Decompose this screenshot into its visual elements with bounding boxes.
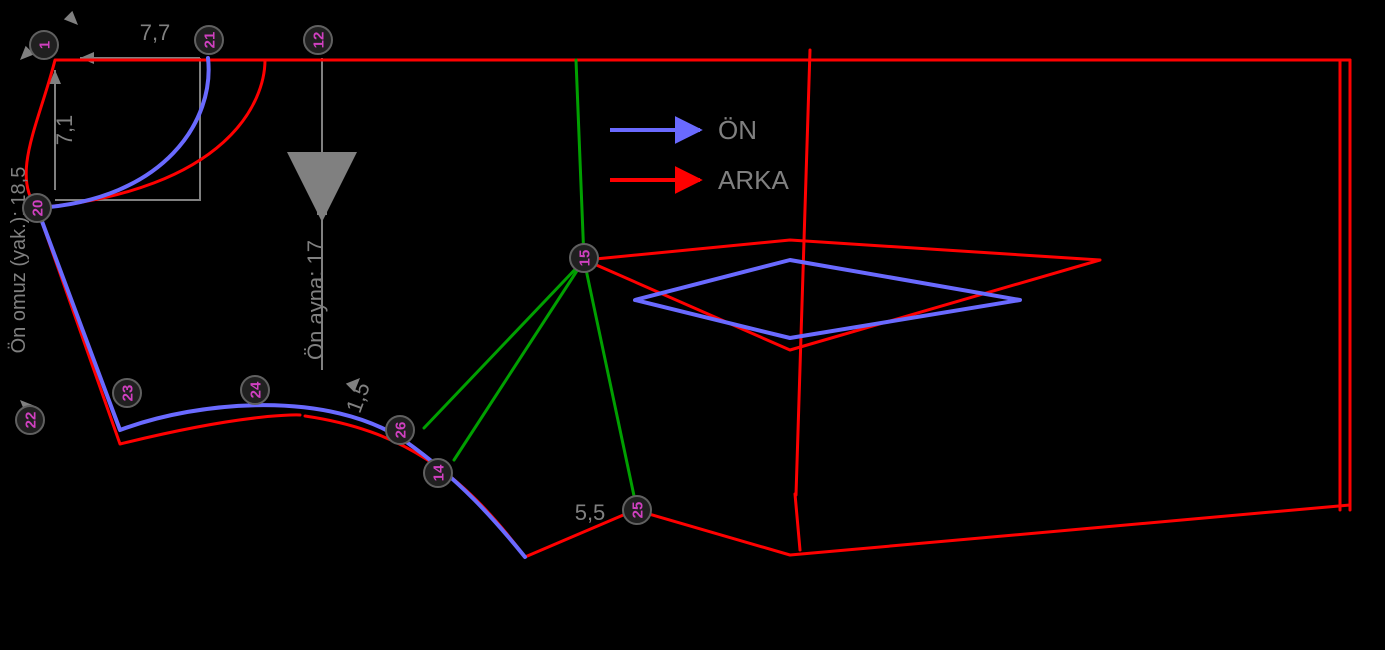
node-label: 15 (576, 250, 593, 267)
legend: ÖN ARKA (610, 115, 789, 195)
dimension-label: 7,1 (52, 115, 77, 146)
dimension-labels: 7,7 7,1 Ön omuz (yak.): 18,5 Ön ayna: 17 1,5… (8, 20, 605, 525)
node-label: 1 (36, 41, 53, 49)
dimension-label: 7,7 (140, 20, 171, 45)
node-label: 14 (430, 464, 447, 481)
node-15: 15 (570, 244, 598, 272)
legend-label-back: ARKA (718, 165, 789, 195)
pattern-diagram: ÖN ARKA 7,7 7,1 Ön omuz (yak.): 18,5 Ön ayna:… (0, 0, 1385, 650)
node-20: 20 (23, 194, 51, 222)
node-markers: 1 21 12 20 22 23 24 26 14 25 15 (16, 26, 651, 524)
node-26: 26 (386, 416, 414, 444)
dimension-label: 5,5 (575, 500, 606, 525)
node-label: 25 (629, 502, 646, 519)
node-label: 20 (29, 200, 46, 217)
red-outline (26, 50, 1350, 557)
node-1: 1 (30, 31, 58, 59)
node-22: 22 (16, 406, 44, 434)
dimension-label: Ön omuz (yak.): 18,5 (8, 167, 30, 354)
node-12: 12 (304, 26, 332, 54)
node-24: 24 (241, 376, 269, 404)
node-label: 23 (119, 385, 136, 402)
node-label: 21 (201, 32, 218, 49)
node-label: 24 (247, 381, 264, 398)
blue-outline (37, 58, 1020, 557)
dimension-label: 1,5 (341, 379, 375, 416)
node-label: 26 (392, 422, 409, 439)
node-label: 22 (22, 412, 39, 429)
node-14: 14 (424, 459, 452, 487)
green-lines (424, 60, 637, 510)
node-23: 23 (113, 379, 141, 407)
node-21: 21 (195, 26, 223, 54)
node-label: 12 (310, 32, 327, 49)
legend-label-front: ÖN (718, 115, 757, 145)
dimension-label: Ön ayna: 17 (303, 240, 328, 360)
node-25: 25 (623, 496, 651, 524)
